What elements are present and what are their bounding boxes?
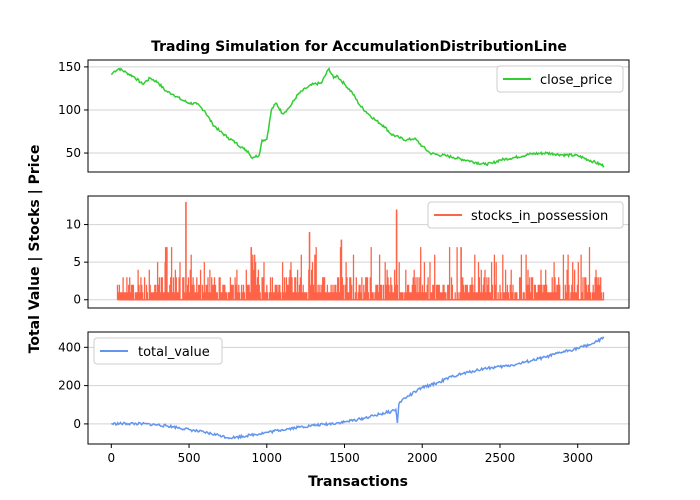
plot-frame	[87, 195, 630, 309]
plot-frame	[87, 59, 630, 173]
y-axis-label: Total Value | Stocks | Price	[27, 145, 43, 354]
x-tick-label: 2000	[407, 451, 438, 465]
legend: stocks_in_possession	[427, 201, 624, 229]
x-tick-label: 2500	[485, 451, 516, 465]
x-tick-label: 3000	[562, 451, 593, 465]
x-tick-label: 500	[178, 451, 201, 465]
series-spikes-stocks	[116, 202, 605, 301]
panel-total-value: 0 200 400 total_value	[58, 331, 630, 445]
panel-close-price: 50 100 150 close_price	[58, 59, 630, 173]
y-tick-label: 0	[73, 293, 81, 307]
y-tick-label: 200	[58, 379, 81, 393]
chart-title: Trading Simulation for AccumulationDistr…	[151, 39, 567, 55]
legend-label-total-value: total_value	[138, 345, 210, 360]
x-tick-label: 0	[107, 451, 115, 465]
legend-label-close-price: close_price	[540, 73, 612, 88]
x-tick-label: 1000	[252, 451, 283, 465]
legend: close_price	[496, 65, 624, 93]
legend-label-stocks: stocks_in_possession	[471, 209, 608, 224]
series-line-close-price	[110, 67, 605, 168]
x-axis-label: Transactions	[308, 474, 408, 490]
series-line-total-value	[111, 336, 605, 440]
y-tick-label: 100	[58, 103, 81, 117]
y-tick-label: 0	[73, 417, 81, 431]
y-tick-label: 150	[58, 60, 81, 74]
panel-stocks-in-possession: 0 5 10 stocks_in_possession	[66, 195, 630, 309]
y-tick-label: 50	[66, 146, 81, 160]
spike-series	[116, 247, 605, 300]
y-tick-label: 400	[58, 340, 81, 354]
y-tick-label: 10	[66, 218, 81, 232]
legend: total_value	[93, 337, 223, 365]
x-tick-label: 1500	[329, 451, 360, 465]
y-tick-label: 5	[73, 255, 81, 269]
plot-frame	[87, 331, 630, 445]
